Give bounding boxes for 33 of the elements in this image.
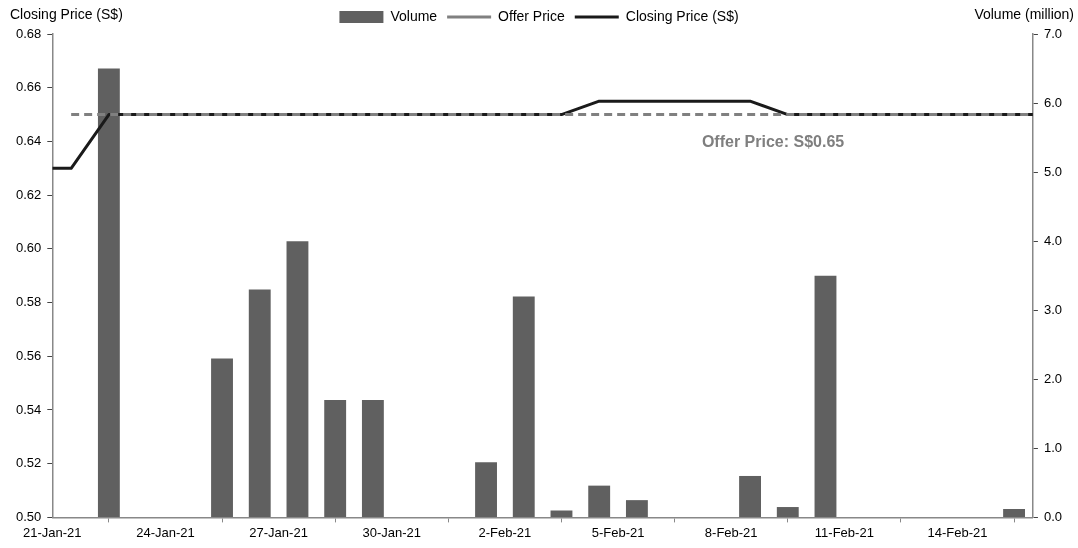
y2-tick-label: 6.0 [1043,94,1063,110]
y-tick-label: 0.58 [15,294,42,310]
y2-tick-label: 1.0 [1043,439,1063,455]
y2-tick-label: 0.0 [1043,508,1063,524]
x-tick-label: 30-Jan-21 [362,524,422,540]
y-axis-title: Closing Price (S$) [10,5,123,22]
y-tick-label: 0.66 [15,79,42,95]
y-tick-label: 0.56 [15,347,42,363]
y2-tick-label: 7.0 [1043,25,1063,41]
y2-tick-label: 2.0 [1043,370,1063,386]
x-tick-label: 14-Feb-21 [927,524,988,540]
y2-tick-label: 5.0 [1043,163,1063,179]
y-tick-label: 0.68 [15,25,42,41]
x-tick-label: 24-Jan-21 [136,524,195,540]
y-tick-label: 0.62 [15,186,42,202]
legend-label: Closing Price (S$) [625,7,739,24]
y2-tick-label: 3.0 [1043,301,1063,317]
y2-tick-label: 4.0 [1043,232,1063,248]
legend-label: Volume [390,7,438,24]
x-tick-label: 11-Feb-21 [814,524,874,540]
x-tick-label: 2-Feb-21 [478,524,532,540]
x-tick-label: 21-Jan-21 [23,524,82,540]
y-tick-label: 0.50 [15,508,42,524]
annotation: Offer Price: S$0.65 [701,133,845,151]
x-tick-label: 8-Feb-21 [704,524,758,540]
y-tick-label: 0.64 [15,133,42,148]
y2-axis-title: Volume (million) [974,5,1074,22]
x-tick-label: 5-Feb-21 [591,524,645,540]
legend-label: Offer Price [498,7,565,24]
y-tick-label: 0.54 [15,401,42,417]
y-tick-label: 0.52 [15,455,42,471]
y-tick-label: 0.60 [15,240,42,256]
x-tick-label: 27-Jan-21 [249,524,308,540]
